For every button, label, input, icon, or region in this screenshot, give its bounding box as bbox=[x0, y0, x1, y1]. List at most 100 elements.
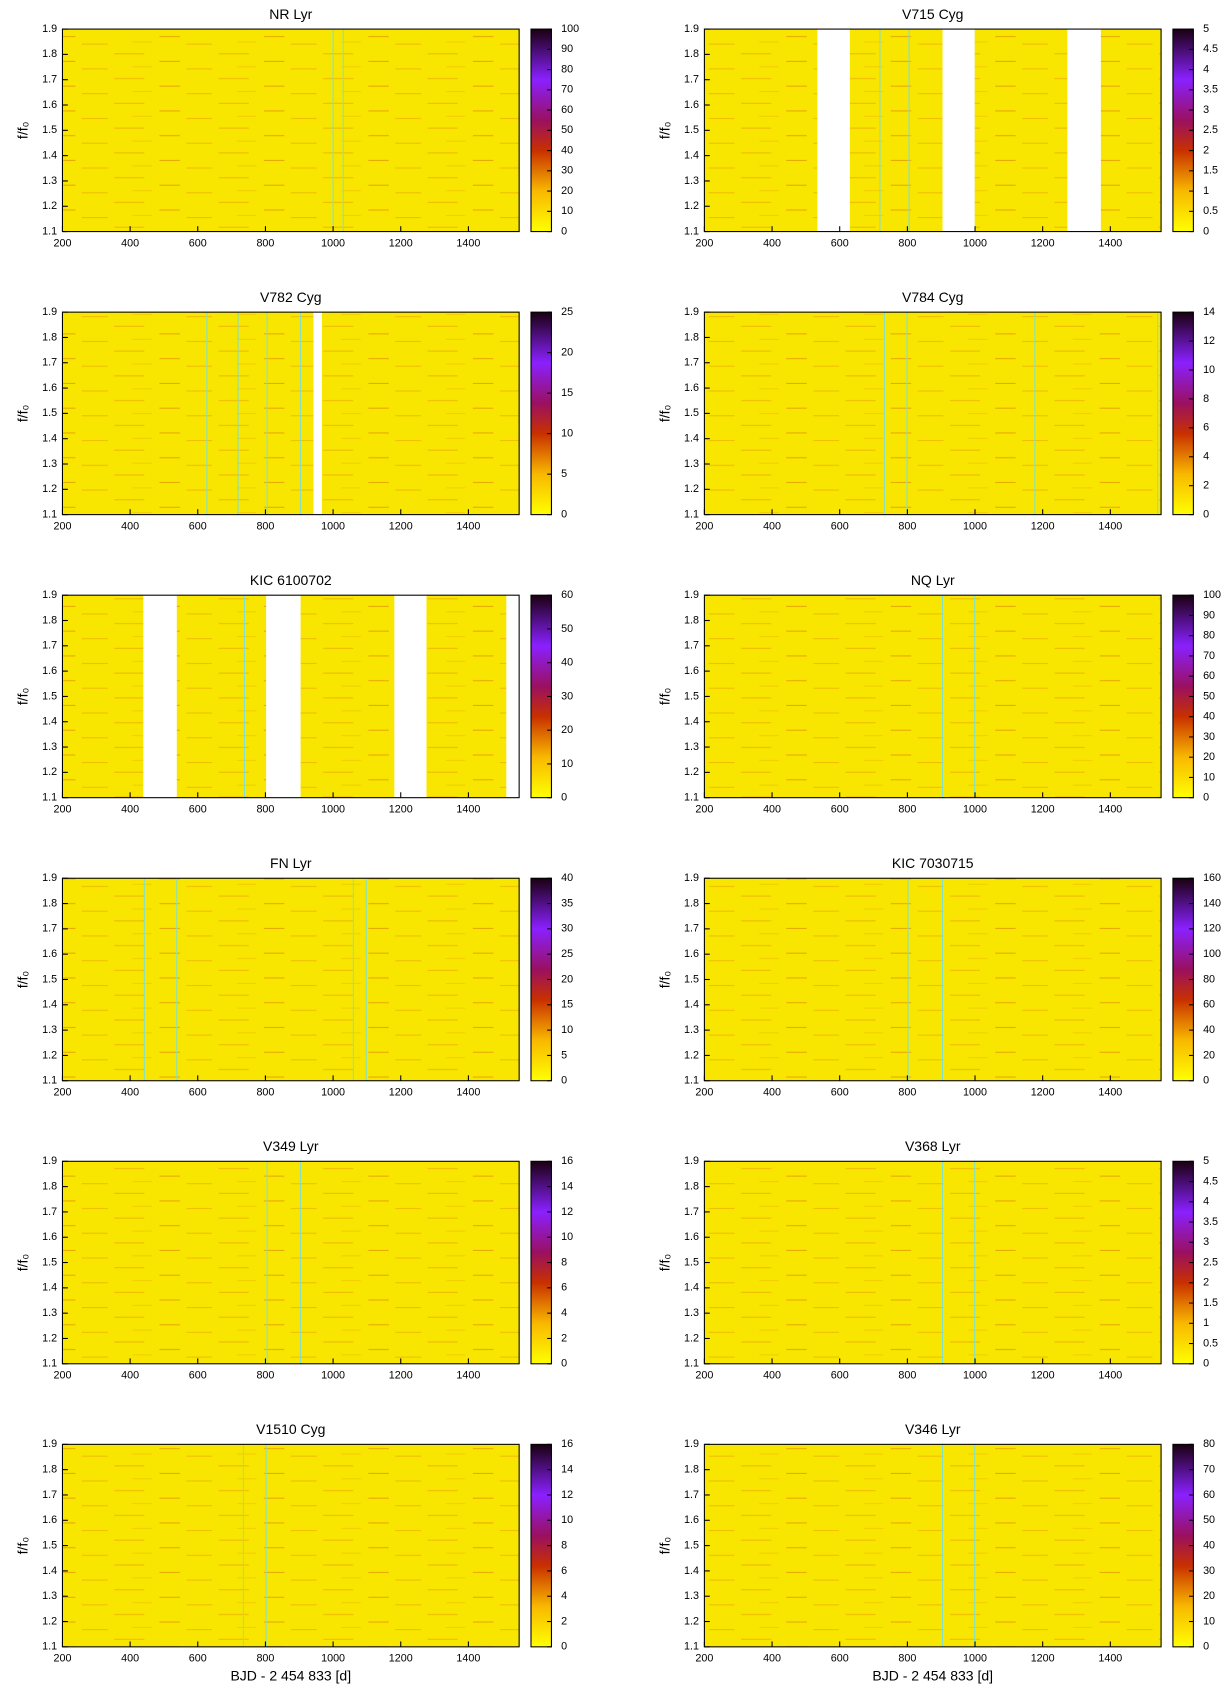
x-tick-label: 200 bbox=[695, 1086, 713, 1098]
panel-title: V784 Cyg bbox=[902, 289, 963, 305]
y-tick-label: 1.6 bbox=[42, 1514, 57, 1526]
y-tick-label: 1.8 bbox=[42, 1464, 57, 1476]
y-tick-label: 1.1 bbox=[684, 508, 699, 520]
x-tick-label: 400 bbox=[763, 237, 781, 249]
x-tick-label: 200 bbox=[53, 803, 71, 815]
y-tick-label: 1.3 bbox=[684, 175, 699, 187]
colorbar-tick-label: 50 bbox=[561, 623, 573, 635]
data-gap bbox=[143, 595, 177, 798]
x-tick-label: 600 bbox=[189, 1369, 207, 1381]
colorbar-tick-label: 14 bbox=[561, 1180, 573, 1192]
y-tick-label: 1.4 bbox=[684, 149, 699, 161]
heatmap-area bbox=[62, 29, 520, 232]
x-tick-label: 1400 bbox=[456, 520, 480, 532]
colorbar-tick-label: 12 bbox=[561, 1206, 573, 1218]
colorbar-tick-label: 0.5 bbox=[1203, 205, 1218, 217]
y-tick-label: 1.6 bbox=[684, 665, 699, 677]
heatmap-area bbox=[704, 595, 1162, 798]
y-axis-label: f/f₀ bbox=[656, 1537, 672, 1555]
y-axis-label: f/f₀ bbox=[656, 688, 672, 706]
colorbar-tick-label: 10 bbox=[561, 758, 573, 770]
y-tick-label: 1.2 bbox=[42, 766, 57, 778]
y-tick-label: 1.2 bbox=[684, 483, 699, 495]
colorbar-tick-label: 0 bbox=[1203, 1641, 1209, 1653]
y-tick-label: 1.2 bbox=[684, 200, 699, 212]
x-tick-label: 1200 bbox=[389, 803, 413, 815]
y-tick-label: 1.9 bbox=[42, 1155, 57, 1167]
colorbar-tick-label: 12 bbox=[1203, 335, 1215, 347]
colorbar-tick-label: 100 bbox=[1203, 589, 1221, 601]
colorbar-tick-label: 100 bbox=[1203, 948, 1221, 960]
y-tick-label: 1.5 bbox=[684, 973, 699, 985]
panel-title: FN Lyr bbox=[270, 855, 312, 871]
y-tick-label: 1.4 bbox=[684, 999, 699, 1011]
y-tick-label: 1.1 bbox=[42, 508, 57, 520]
colorbar-tick-label: 80 bbox=[1203, 630, 1215, 642]
colorbar-tick-label: 20 bbox=[1203, 1590, 1215, 1602]
x-tick-label: 800 bbox=[898, 520, 916, 532]
colorbar-tick-label: 30 bbox=[561, 690, 573, 702]
x-tick-label: 1200 bbox=[1031, 803, 1055, 815]
x-tick-label: 600 bbox=[831, 237, 849, 249]
y-tick-label: 1.9 bbox=[42, 872, 57, 884]
panel-title: V715 Cyg bbox=[902, 6, 963, 22]
y-tick-label: 1.2 bbox=[42, 1049, 57, 1061]
colorbar-tick-label: 12 bbox=[561, 1489, 573, 1501]
x-tick-label: 1400 bbox=[1098, 1369, 1122, 1381]
y-tick-label: 1.2 bbox=[684, 1615, 699, 1627]
x-tick-label: 800 bbox=[898, 1086, 916, 1098]
y-tick-label: 1.6 bbox=[42, 948, 57, 960]
y-axis-label: f/f₀ bbox=[14, 1537, 30, 1555]
x-tick-label: 1000 bbox=[321, 1086, 345, 1098]
y-tick-label: 1.9 bbox=[684, 1438, 699, 1450]
y-tick-label: 1.6 bbox=[684, 99, 699, 111]
colorbar-tick-label: 20 bbox=[561, 724, 573, 736]
y-tick-label: 1.4 bbox=[684, 1282, 699, 1294]
panel-title: KIC 6100702 bbox=[250, 572, 332, 588]
colorbar-tick-label: 40 bbox=[561, 144, 573, 156]
y-tick-label: 1.1 bbox=[684, 792, 699, 804]
colorbar-tick-label: 80 bbox=[1203, 973, 1215, 985]
colorbar-tick-label: 3 bbox=[1203, 1236, 1209, 1248]
y-tick-label: 1.8 bbox=[684, 1180, 699, 1192]
x-tick-label: 400 bbox=[763, 1369, 781, 1381]
colorbar-tick-label: 10 bbox=[561, 1024, 573, 1036]
x-tick-label: 200 bbox=[695, 237, 713, 249]
y-tick-label: 1.9 bbox=[684, 306, 699, 318]
y-tick-label: 1.3 bbox=[684, 1307, 699, 1319]
colorbar-tick-label: 20 bbox=[1203, 751, 1215, 763]
y-tick-label: 1.8 bbox=[684, 1464, 699, 1476]
x-tick-label: 400 bbox=[763, 1653, 781, 1665]
x-tick-label: 1200 bbox=[1031, 1369, 1055, 1381]
y-tick-label: 1.7 bbox=[684, 1206, 699, 1218]
colorbar-tick-label: 10 bbox=[1203, 364, 1215, 376]
colorbar-tick-label: 0 bbox=[561, 508, 567, 520]
y-tick-label: 1.3 bbox=[42, 175, 57, 187]
x-tick-label: 1400 bbox=[1098, 520, 1122, 532]
y-tick-label: 1.4 bbox=[42, 716, 57, 728]
y-tick-label: 1.5 bbox=[684, 1256, 699, 1268]
x-tick-label: 200 bbox=[53, 520, 71, 532]
data-gap bbox=[942, 29, 975, 232]
colorbar-tick-label: 0 bbox=[1203, 508, 1209, 520]
y-axis-label: f/f₀ bbox=[14, 688, 30, 706]
colorbar-tick-label: 50 bbox=[561, 124, 573, 136]
y-tick-label: 1.2 bbox=[42, 1332, 57, 1344]
x-tick-label: 1200 bbox=[389, 1086, 413, 1098]
x-tick-label: 1200 bbox=[389, 1653, 413, 1665]
x-tick-label: 800 bbox=[256, 1086, 274, 1098]
y-tick-label: 1.2 bbox=[42, 483, 57, 495]
data-gap bbox=[394, 595, 427, 798]
colorbar-tick-label: 100 bbox=[561, 23, 579, 35]
x-tick-label: 1000 bbox=[963, 1653, 987, 1665]
y-tick-label: 1.5 bbox=[684, 124, 699, 136]
x-tick-label: 800 bbox=[256, 1369, 274, 1381]
x-tick-label: 200 bbox=[695, 520, 713, 532]
y-tick-label: 1.9 bbox=[684, 1155, 699, 1167]
y-tick-label: 1.5 bbox=[42, 1256, 57, 1268]
colorbar-tick-label: 4.5 bbox=[1203, 1175, 1218, 1187]
y-tick-label: 1.7 bbox=[42, 923, 57, 935]
y-tick-label: 1.8 bbox=[684, 897, 699, 909]
colorbar-tick-label: 14 bbox=[1203, 306, 1215, 318]
